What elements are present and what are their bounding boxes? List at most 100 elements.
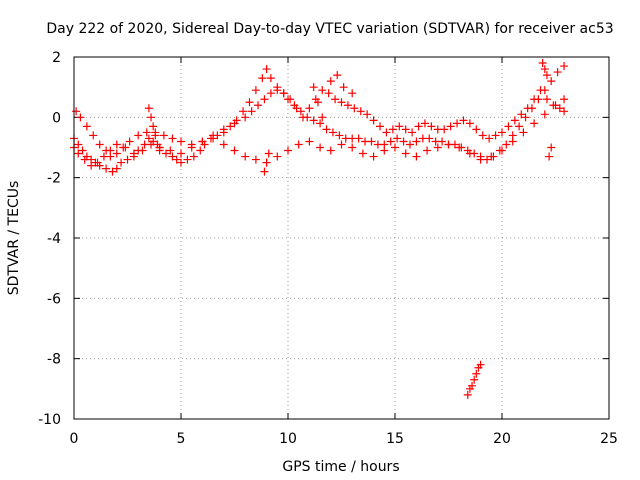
series-track-c <box>70 95 569 170</box>
data-point-marker <box>523 104 532 113</box>
data-point-marker <box>262 65 271 74</box>
data-point-marker <box>162 149 171 158</box>
data-point-marker <box>324 89 333 98</box>
data-point-marker <box>273 152 282 161</box>
data-point-marker <box>376 122 385 131</box>
data-point-marker <box>328 128 337 137</box>
data-point-marker <box>305 137 314 146</box>
data-point-marker <box>427 122 436 131</box>
x-tick-label: 10 <box>279 431 297 447</box>
data-point-marker <box>331 95 340 104</box>
y-tick-label: -10 <box>38 412 61 428</box>
data-point-marker <box>333 71 342 80</box>
data-point-marker <box>247 107 256 116</box>
data-point-marker <box>219 125 228 134</box>
data-point-marker <box>198 137 207 146</box>
data-point-marker <box>335 131 344 140</box>
data-point-marker <box>72 107 81 116</box>
data-point-marker <box>273 86 282 95</box>
data-point-marker <box>168 134 177 143</box>
data-point-marker <box>166 146 175 155</box>
data-point-marker <box>393 134 402 143</box>
data-point-marker <box>309 116 318 125</box>
data-point-marker <box>326 77 335 86</box>
data-point-marker <box>388 125 397 134</box>
data-point-marker <box>80 155 89 164</box>
data-point-marker <box>446 122 455 131</box>
data-point-marker <box>354 134 363 143</box>
data-point-marker <box>230 119 239 128</box>
data-point-marker <box>87 161 96 170</box>
data-point-marker <box>298 113 307 122</box>
data-point-marker <box>536 86 545 95</box>
data-point-marker <box>138 146 147 155</box>
data-point-marker <box>515 122 524 131</box>
data-point-marker <box>106 146 115 155</box>
data-point-marker <box>123 155 132 164</box>
data-point-marker <box>395 122 404 131</box>
plot-frame <box>73 56 610 420</box>
series-track-e <box>463 360 485 399</box>
data-point-marker <box>444 140 453 149</box>
data-point-marker <box>82 122 91 131</box>
data-point-marker <box>369 116 378 125</box>
data-point-marker <box>318 86 327 95</box>
data-point-marker <box>316 143 325 152</box>
data-point-marker <box>258 74 267 83</box>
data-point-marker <box>155 146 164 155</box>
data-point-marker <box>420 119 429 128</box>
data-point-marker <box>177 137 185 146</box>
data-point-marker <box>74 140 83 149</box>
x-tick-label: 15 <box>386 431 404 447</box>
data-point-marker <box>264 149 273 158</box>
data-point-marker <box>382 128 391 137</box>
data-point-marker <box>438 137 447 146</box>
data-point-marker <box>260 95 269 104</box>
data-point-marker <box>412 152 421 161</box>
data-point-marker <box>337 140 346 149</box>
axis-ticks: 0 5 10 15 20 25 -10 -8 -6 -4 -2 0 2 <box>38 50 618 447</box>
data-point-marker <box>177 149 185 158</box>
data-point-marker <box>498 128 506 137</box>
data-point-marker <box>251 86 260 95</box>
data-point-marker <box>487 152 496 161</box>
series-track-d <box>144 59 556 176</box>
data-point-marker <box>142 128 151 137</box>
data-point-marker <box>99 152 108 161</box>
data-point-marker <box>468 381 477 390</box>
data-point-marker <box>112 140 121 149</box>
data-point-marker <box>356 107 365 116</box>
data-point-marker <box>279 89 288 98</box>
data-point-marker <box>380 146 389 155</box>
y-tick-label: -8 <box>47 352 61 368</box>
data-point-marker <box>547 77 556 86</box>
data-point-marker <box>369 152 378 161</box>
data-point-marker <box>348 143 357 152</box>
data-point-marker <box>316 119 325 128</box>
data-point-marker <box>545 152 554 161</box>
data-point-marker <box>112 149 121 158</box>
x-tick-label: 20 <box>493 431 511 447</box>
data-point-marker <box>266 89 275 98</box>
data-point-marker <box>241 113 250 122</box>
data-point-marker <box>121 143 130 152</box>
data-point-marker <box>230 146 239 155</box>
data-point-marker <box>134 131 143 140</box>
data-point-marker <box>405 140 414 149</box>
data-point-marker <box>245 98 254 107</box>
data-point-marker <box>144 134 153 143</box>
data-point-marker <box>89 131 98 140</box>
data-point-marker <box>463 390 472 399</box>
data-point-marker <box>337 98 346 107</box>
data-point-marker <box>401 125 410 134</box>
series-track-b <box>72 86 569 161</box>
data-point-marker <box>470 375 479 384</box>
data-point-marker <box>266 74 275 83</box>
data-point-marker <box>292 104 301 113</box>
grid-lines <box>74 57 609 419</box>
data-point-marker <box>510 116 519 125</box>
data-point-marker <box>177 158 185 167</box>
y-tick-label: 2 <box>52 50 61 66</box>
data-point-marker <box>433 143 442 152</box>
